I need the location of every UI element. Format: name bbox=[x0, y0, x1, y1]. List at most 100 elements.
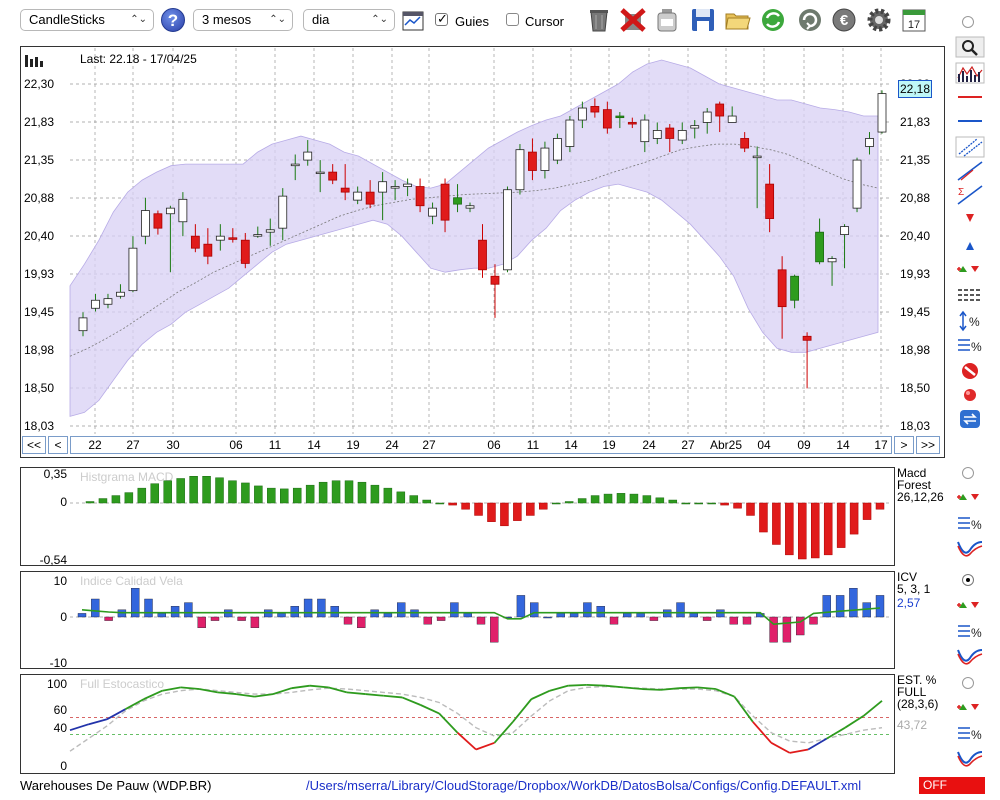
macd-histogram-chart[interactable]: Histgrama MACD 0,35 0 -0,54 bbox=[20, 467, 895, 566]
y-axis-label: 0,35 bbox=[44, 467, 68, 481]
save-icon[interactable] bbox=[689, 6, 717, 34]
macd-bar bbox=[409, 495, 419, 504]
arrows-pair-icon[interactable] bbox=[955, 486, 985, 508]
date-axis-scrollbar[interactable] bbox=[70, 436, 892, 454]
reload-icon[interactable] bbox=[796, 6, 824, 34]
bottle-icon[interactable] bbox=[653, 6, 681, 34]
icv-bar-chart[interactable]: Indice Calidad Vela 10 0 -10 bbox=[20, 571, 895, 669]
red-hline-icon[interactable] bbox=[955, 86, 985, 108]
candle-body bbox=[865, 138, 874, 147]
chart-type-select[interactable]: CandleSticks ⌃⌄ bbox=[20, 9, 154, 31]
percent-lines-icon[interactable]: % bbox=[955, 722, 985, 744]
prohibit-icon[interactable] bbox=[955, 360, 985, 382]
wave-icon[interactable] bbox=[955, 748, 985, 770]
svg-text:%: % bbox=[971, 728, 982, 742]
swap-icon[interactable] bbox=[955, 408, 985, 430]
zoom-icon[interactable] bbox=[955, 36, 985, 58]
table-icon[interactable] bbox=[402, 10, 424, 32]
macd-bar bbox=[124, 492, 134, 504]
delete-icon[interactable] bbox=[619, 6, 647, 34]
arrows-pair-icon[interactable] bbox=[955, 258, 985, 280]
date-axis-labels: 22 27 30 06 11 14 19 24 27 06 11 14 19 24 27 Abr25 04 09 1… bbox=[88, 438, 888, 452]
config-path-link[interactable]: /Users/mserra/Library/CloudStorage/Dropb… bbox=[306, 778, 862, 793]
icv-bar bbox=[649, 616, 659, 621]
sigma-line-icon[interactable]: Σ bbox=[955, 184, 985, 206]
macd-bar bbox=[98, 498, 108, 504]
y-axis-label-right: 18,50 bbox=[900, 381, 930, 395]
status-badge[interactable]: OFF bbox=[919, 777, 985, 794]
arrows-pair-icon[interactable] bbox=[955, 696, 985, 718]
y-axis-label-right: 18,03 bbox=[900, 419, 930, 433]
folder-icon[interactable] bbox=[724, 6, 752, 34]
euro-icon[interactable]: € bbox=[830, 6, 858, 34]
x-axis-label: 22 bbox=[88, 438, 102, 452]
icv-panel-radio[interactable] bbox=[962, 574, 974, 586]
chevron-updown-icon: ⌃⌄ bbox=[269, 14, 286, 25]
stochastic-chart[interactable]: Full Estocastico 100 60 40 0 bbox=[20, 674, 895, 774]
record-icon[interactable] bbox=[955, 384, 985, 406]
y-axis-label: 0 bbox=[60, 759, 67, 773]
icv-current-value: 2,57 bbox=[897, 596, 921, 610]
icv-bar bbox=[330, 606, 339, 618]
dashed-lines-icon[interactable] bbox=[955, 284, 985, 306]
period-select[interactable]: 3 mesos ⌃⌄ bbox=[193, 9, 293, 31]
candlestick-chart[interactable]: 22,3022,3021,8321,8321,3521,3520,8820,88… bbox=[20, 46, 945, 458]
stochastic-k-line bbox=[715, 688, 735, 698]
x-axis-label: Abr25 bbox=[710, 438, 742, 452]
nav-prev-button[interactable]: < bbox=[48, 436, 68, 454]
icv-bar bbox=[822, 595, 831, 618]
up-arrow-icon[interactable] bbox=[955, 234, 985, 256]
percent-lines-icon[interactable]: % bbox=[955, 620, 985, 642]
macd-bar bbox=[823, 502, 833, 556]
candle-body bbox=[790, 275, 800, 301]
candle-body bbox=[840, 226, 849, 235]
main-panel-radio[interactable] bbox=[962, 16, 974, 28]
candle-body bbox=[353, 191, 363, 201]
percent-lines-icon[interactable]: % bbox=[955, 334, 985, 356]
macd-panel-radio[interactable] bbox=[962, 467, 974, 479]
macd-bar bbox=[422, 499, 431, 504]
wave-icon[interactable] bbox=[955, 538, 985, 560]
macd-bar bbox=[202, 476, 211, 504]
refresh-icon[interactable] bbox=[759, 6, 787, 34]
macd-legend-line: Macd bbox=[897, 466, 927, 480]
trend-channel-icon[interactable] bbox=[955, 136, 985, 158]
icv-bar bbox=[357, 616, 366, 629]
stochastic-panel-radio[interactable] bbox=[962, 677, 974, 689]
candle-body bbox=[740, 138, 750, 149]
down-arrow-icon[interactable] bbox=[955, 208, 985, 230]
candle-body bbox=[440, 183, 450, 221]
x-axis-label: 19 bbox=[602, 438, 616, 452]
macd-bar bbox=[629, 493, 639, 504]
arrows-pair-icon[interactable] bbox=[955, 594, 985, 616]
stochastic-k-line bbox=[254, 693, 274, 698]
macd-bar bbox=[513, 502, 522, 521]
help-icon[interactable]: ? bbox=[161, 8, 185, 32]
svg-text:%: % bbox=[971, 626, 982, 640]
candle-body bbox=[553, 138, 562, 161]
nav-first-button[interactable]: << bbox=[22, 436, 46, 454]
macd-bar bbox=[707, 502, 716, 505]
x-axis-label: 14 bbox=[307, 438, 321, 452]
icv-legend-line: 5, 3, 1 bbox=[897, 582, 931, 596]
blue-hline-icon[interactable] bbox=[955, 110, 985, 132]
percent-range-icon[interactable]: % bbox=[955, 310, 985, 332]
stochastic-k-line bbox=[346, 691, 366, 695]
bars-chart-icon[interactable] bbox=[955, 62, 985, 84]
wave-icon[interactable] bbox=[955, 646, 985, 668]
interval-select[interactable]: dia ⌃⌄ bbox=[303, 9, 395, 31]
nav-last-button[interactable]: >> bbox=[916, 436, 940, 454]
nav-next-button[interactable]: > bbox=[894, 436, 914, 454]
trend-line-icon[interactable] bbox=[955, 160, 985, 182]
gear-icon[interactable] bbox=[865, 6, 893, 34]
icv-bar bbox=[210, 616, 220, 621]
calendar-icon[interactable]: 17 bbox=[900, 6, 928, 34]
trash-icon[interactable] bbox=[585, 6, 613, 34]
cursor-checkbox[interactable] bbox=[506, 13, 519, 26]
percent-lines-icon[interactable]: % bbox=[955, 512, 985, 534]
icv-bar bbox=[197, 616, 206, 629]
stochastic-k-line bbox=[789, 748, 809, 754]
y-axis-label-left: 18,03 bbox=[24, 419, 54, 433]
guides-checkbox[interactable]: ✓ bbox=[435, 11, 448, 26]
svg-text:%: % bbox=[971, 340, 982, 354]
